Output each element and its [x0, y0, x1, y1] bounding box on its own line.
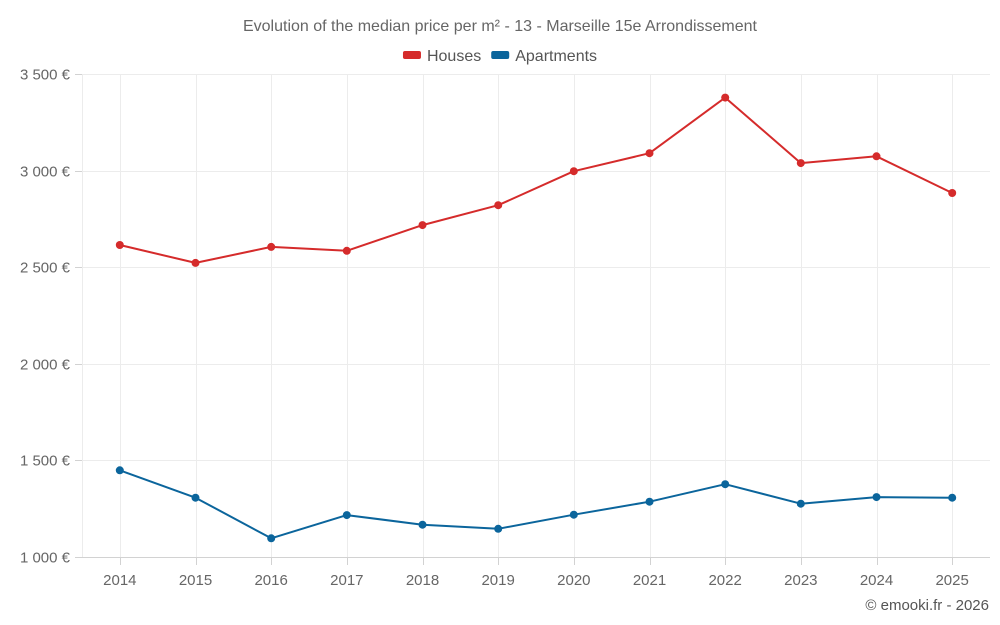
y-tick-label: 3 000 € [20, 164, 71, 181]
legend-swatch [491, 51, 510, 59]
data-point-houses[interactable] [115, 241, 124, 249]
y-tick-label: 1 500 € [20, 453, 71, 470]
x-tick-label: 2018 [406, 572, 439, 589]
x-tick-label: 2016 [254, 572, 287, 589]
legend-label: Houses [427, 48, 481, 65]
data-point-houses[interactable] [267, 242, 276, 251]
series-layer [115, 93, 957, 543]
x-tick-label: 2021 [633, 572, 666, 589]
data-point-houses[interactable] [418, 221, 427, 230]
data-point-houses[interactable] [342, 246, 351, 255]
x-tick-label: 2024 [860, 572, 893, 589]
x-tick-label: 2023 [784, 572, 817, 589]
data-point-houses[interactable] [948, 189, 957, 197]
x-tick-label: 2020 [557, 572, 590, 589]
series-line-apartments [119, 469, 953, 540]
data-point-apartments[interactable] [948, 493, 957, 502]
data-point-apartments[interactable] [796, 499, 805, 508]
x-tick-label: 2019 [481, 572, 514, 589]
data-point-apartments[interactable] [267, 534, 276, 543]
y-tick-label: 1 000 € [20, 550, 71, 567]
data-point-apartments[interactable] [115, 466, 124, 475]
x-tick-label: 2017 [330, 572, 363, 589]
data-point-houses[interactable] [494, 201, 503, 210]
data-point-houses[interactable] [645, 149, 654, 158]
series-apartments [115, 466, 957, 543]
y-tick-label: 3 500 € [20, 67, 71, 84]
data-point-houses[interactable] [191, 258, 200, 267]
data-point-apartments[interactable] [494, 524, 503, 533]
data-point-apartments[interactable] [418, 520, 427, 529]
x-tick-label: 2014 [103, 572, 136, 589]
y-tick-label: 2 000 € [20, 357, 71, 374]
data-point-houses[interactable] [569, 167, 578, 176]
data-point-apartments[interactable] [645, 497, 654, 506]
legend-item-apartments[interactable]: Apartments [491, 48, 597, 65]
data-point-houses[interactable] [872, 152, 881, 161]
legend-item-houses[interactable]: Houses [402, 48, 481, 65]
data-point-houses[interactable] [796, 159, 805, 168]
data-point-apartments[interactable] [191, 493, 200, 502]
grid [82, 74, 990, 557]
data-point-apartments[interactable] [872, 493, 881, 502]
x-tick-label: 2022 [708, 572, 741, 589]
data-point-apartments[interactable] [721, 480, 730, 489]
series-line-houses [119, 96, 953, 264]
credit-text: © emooki.fr - 2026 [865, 597, 989, 614]
x-tick-label: 2025 [935, 572, 968, 589]
legend: Houses Apartments [402, 48, 597, 65]
data-point-apartments[interactable] [569, 510, 578, 519]
legend-label: Apartments [515, 48, 597, 65]
chart-title: Evolution of the median price per m² - 1… [243, 18, 758, 35]
axes: 1 000 € 1 500 € 2 000 € 2 500 € 3 000 € 3 500… [20, 67, 990, 589]
x-tick-label: 2015 [179, 572, 212, 589]
series-houses [115, 93, 957, 267]
data-point-houses[interactable] [721, 93, 730, 102]
data-point-apartments[interactable] [342, 511, 351, 520]
y-tick-label: 2 500 € [20, 260, 71, 277]
legend-swatch [402, 51, 421, 59]
